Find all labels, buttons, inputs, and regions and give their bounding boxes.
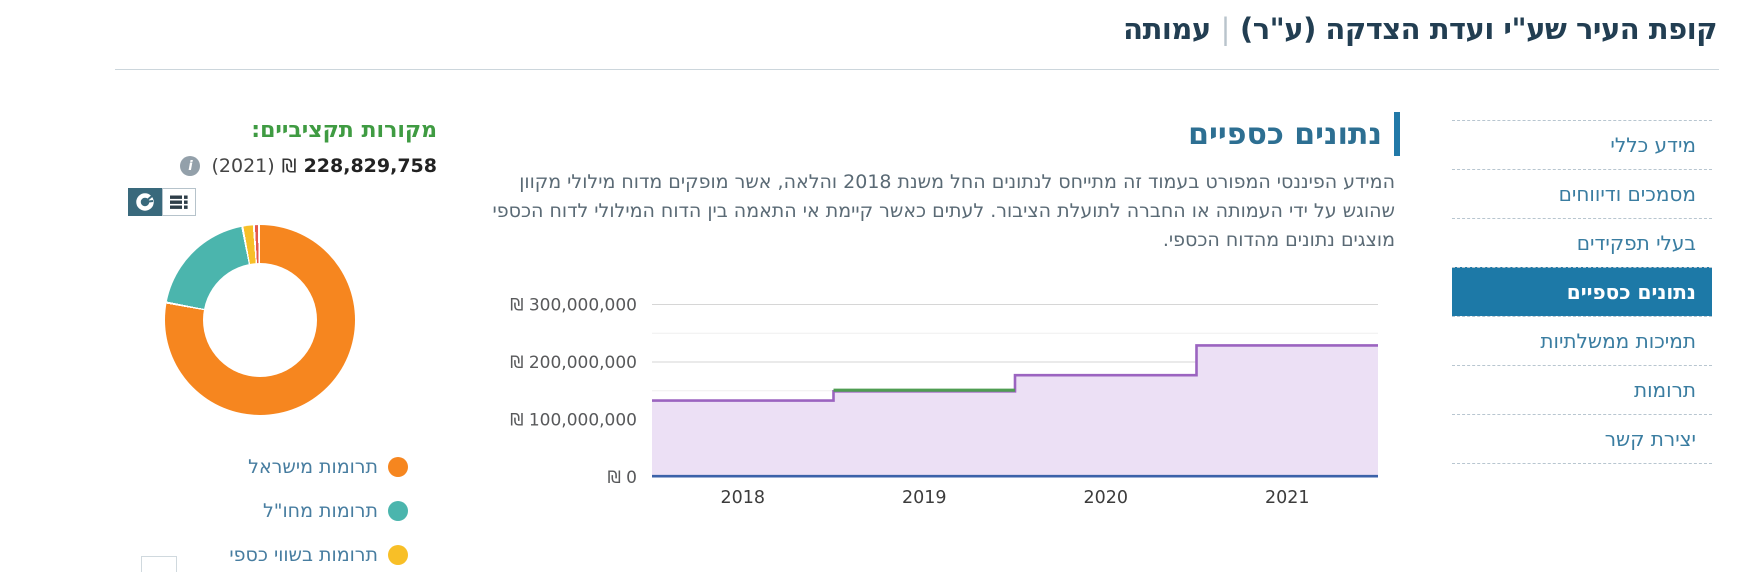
heading-accent-bar — [1394, 112, 1400, 156]
donut-hole — [203, 263, 317, 377]
section-title: נתונים כספיים — [1188, 116, 1382, 152]
svg-text:₪ 200,000,000: ₪ 200,000,000 — [510, 353, 637, 373]
sidebar-item-active[interactable]: נתונים כספיים — [1452, 267, 1712, 316]
sidebar-item[interactable]: מסמכים ודיווחים — [1452, 169, 1712, 218]
svg-text:₪ 0: ₪ 0 — [607, 468, 637, 488]
budget-donut-chart — [165, 225, 355, 415]
legend-swatch — [388, 545, 408, 565]
legend-item: תרומות מחו"ל — [229, 500, 408, 522]
sidebar-item[interactable]: תמיכות ממשלתיות — [1452, 316, 1712, 365]
table-view-button[interactable] — [162, 188, 196, 216]
org-type: עמותה — [1123, 12, 1211, 46]
sidebar-item[interactable]: בעלי תפקידים — [1452, 218, 1712, 267]
legend-item: תרומות בשווי כספי — [229, 544, 408, 566]
financial-step-chart: ₪ 0 ₪ 100,000,000 ₪ 200,000,000 ₪ 300,000,0… — [510, 296, 1378, 508]
page-title: קופת העיר שע"י ועדת הצדקה (ע"ר)| עמותה — [1123, 12, 1717, 46]
donut-view-button[interactable] — [128, 188, 162, 216]
sidebar-item[interactable]: תרומות — [1452, 365, 1712, 414]
svg-text:2021: 2021 — [1265, 488, 1310, 508]
title-divider — [115, 69, 1719, 70]
legend-label: תרומות מישראל — [248, 456, 378, 478]
cutoff-box — [141, 556, 177, 572]
info-icon[interactable]: i — [180, 156, 201, 176]
title-separator: | — [1220, 12, 1231, 46]
legend-swatch — [388, 501, 408, 521]
svg-text:₪ 300,000,000: ₪ 300,000,000 — [510, 296, 637, 316]
svg-text:2020: 2020 — [1083, 488, 1128, 508]
budget-year: (2021) — [211, 155, 275, 177]
legend-swatch — [388, 457, 408, 477]
table-icon — [170, 195, 188, 209]
org-name: קופת העיר שע"י ועדת הצדקה (ע"ר) — [1239, 12, 1718, 46]
currency-symbol: ₪ — [281, 155, 297, 177]
section-heading: נתונים כספיים — [1188, 112, 1400, 156]
budget-amount: 228,829,758 — [303, 155, 437, 177]
budget-total-row: 228,829,758 ₪ (2021) i — [180, 155, 437, 177]
donut-chart-icon — [136, 193, 154, 211]
legend-label: תרומות מחו"ל — [262, 500, 378, 522]
donut-legend: תרומות מישראל תרומות מחו"ל תרומות בשווי … — [229, 456, 408, 572]
budget-sources-panel: מקורות תקציביים: 228,829,758 ₪ (2021) i — [90, 108, 440, 572]
budget-sources-heading: מקורות תקציביים: — [251, 118, 437, 143]
legend-label: תרומות בשווי כספי — [229, 544, 378, 566]
svg-text:2019: 2019 — [902, 488, 947, 508]
svg-text:₪ 100,000,000: ₪ 100,000,000 — [510, 411, 637, 431]
view-toggles — [128, 188, 196, 216]
legend-item: תרומות מישראל — [229, 456, 408, 478]
sidebar-item[interactable]: מידע כללי — [1452, 120, 1712, 169]
sidebar-item[interactable]: יצירת קשר — [1452, 414, 1712, 463]
sidebar-nav: מידע כללי מסמכים ודיווחים בעלי תפקידים נתונ… — [1452, 120, 1712, 464]
svg-text:2018: 2018 — [720, 488, 765, 508]
section-description: המידע הפיננסי המפורט בעמוד זה מתייחס לנת… — [492, 171, 1395, 251]
